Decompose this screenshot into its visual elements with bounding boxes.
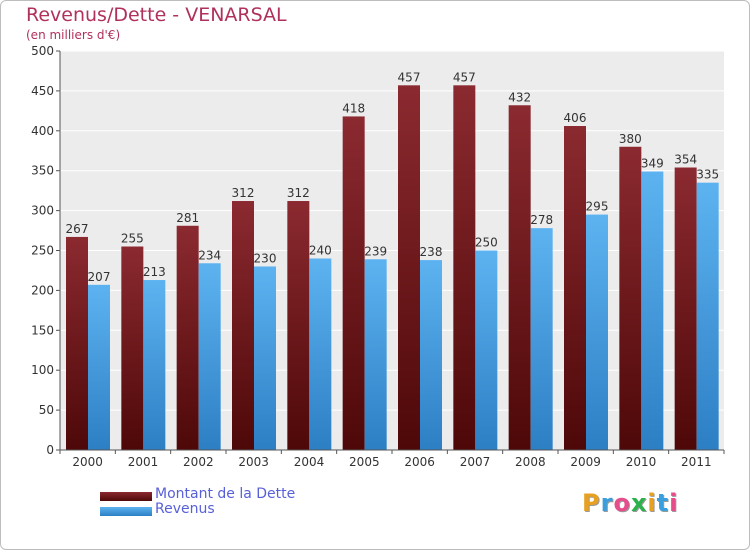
data-label-debt: 432 [508, 90, 531, 104]
logo-letter: i [647, 489, 657, 517]
proxiti-logo: Proxiti [582, 489, 678, 517]
x-tick-label: 2002 [183, 455, 214, 469]
x-tick-label: 2008 [515, 455, 546, 469]
y-tick-label: 350 [31, 164, 54, 178]
data-label-debt: 281 [176, 211, 199, 225]
data-label-revenus: 295 [586, 200, 609, 214]
y-tick-label: 0 [46, 443, 54, 457]
logo-letter: i [669, 489, 679, 517]
data-label-debt: 457 [398, 70, 421, 84]
x-tick-label: 2009 [570, 455, 601, 469]
y-tick-label: 100 [31, 363, 54, 377]
bar-debt [176, 225, 199, 450]
data-label-debt: 312 [287, 186, 310, 200]
bar-debt [564, 126, 586, 451]
bar-debt [508, 105, 531, 450]
x-tick-label: 2006 [404, 455, 435, 469]
logo-letter: o [613, 489, 631, 517]
legend-label-debt: Montant de la Dette [155, 486, 296, 502]
data-label-debt: 267 [66, 222, 89, 236]
y-tick-label: 50 [39, 403, 54, 417]
bar-revenus [641, 171, 664, 451]
bar-revenus [364, 259, 387, 450]
y-tick-label: 200 [31, 283, 54, 297]
y-tick-label: 400 [31, 124, 54, 138]
y-tick-label: 450 [31, 84, 54, 98]
data-label-debt: 312 [232, 186, 255, 200]
data-label-debt: 406 [564, 111, 587, 125]
data-label-revenus: 238 [420, 245, 443, 259]
bar-debt [398, 85, 420, 451]
x-tick-label: 2010 [626, 455, 657, 469]
data-label-debt: 380 [619, 132, 642, 146]
data-label-revenus: 335 [696, 168, 719, 182]
bar-revenus [420, 260, 442, 450]
bar-revenus [530, 228, 553, 450]
bar-debt [66, 236, 88, 450]
x-tick-label: 2007 [460, 455, 491, 469]
bar-revenus [309, 258, 332, 450]
bar-revenus [586, 214, 608, 450]
x-tick-label: 2004 [294, 455, 325, 469]
bar-revenus [696, 182, 719, 451]
bar-debt [121, 246, 144, 450]
bar-debt [453, 85, 476, 451]
data-label-revenus: 278 [530, 213, 553, 227]
bar-revenus [475, 250, 498, 450]
legend-label-revenus: Revenus [155, 501, 215, 517]
x-tick-label: 2005 [349, 455, 380, 469]
x-tick-label: 2000 [72, 455, 103, 469]
data-label-revenus: 239 [364, 244, 387, 258]
bar-revenus [143, 280, 166, 450]
data-label-revenus: 207 [88, 270, 111, 284]
bar-debt [674, 167, 697, 450]
chart-title: Revenus/Dette - VENARSAL [26, 4, 287, 26]
y-tick-label: 500 [31, 44, 54, 58]
data-label-revenus: 230 [254, 251, 277, 265]
data-label-debt: 457 [453, 70, 476, 84]
bar-debt [342, 116, 365, 450]
data-label-revenus: 250 [475, 236, 498, 250]
y-tick-label: 150 [31, 323, 54, 337]
logo-letter: P [582, 489, 601, 517]
logo-letter: x [630, 489, 648, 517]
legend-swatch-debt [100, 492, 152, 501]
x-tick-label: 2003 [238, 455, 269, 469]
x-tick-label: 2011 [681, 455, 712, 469]
logo-letter: t [656, 489, 670, 517]
data-label-revenus: 213 [143, 265, 166, 279]
bar-debt [287, 201, 310, 450]
y-tick-label: 250 [31, 244, 54, 258]
bar-revenus [254, 266, 276, 450]
y-tick-label: 300 [31, 204, 54, 218]
x-tick-label: 2001 [128, 455, 159, 469]
data-label-revenus: 349 [641, 156, 664, 170]
data-label-debt: 255 [121, 232, 144, 246]
bar-revenus [198, 263, 221, 450]
bar-revenus [88, 284, 110, 450]
data-label-debt: 418 [342, 101, 365, 115]
data-label-revenus: 240 [309, 243, 332, 257]
legend-swatch-revenus [100, 507, 152, 516]
data-label-debt: 354 [674, 153, 697, 167]
bar-debt [232, 201, 254, 450]
bar-debt [619, 146, 642, 450]
chart-subtitle: (en milliers d'€) [26, 28, 121, 42]
logo-letter: r [600, 489, 614, 517]
data-label-revenus: 234 [198, 248, 221, 262]
